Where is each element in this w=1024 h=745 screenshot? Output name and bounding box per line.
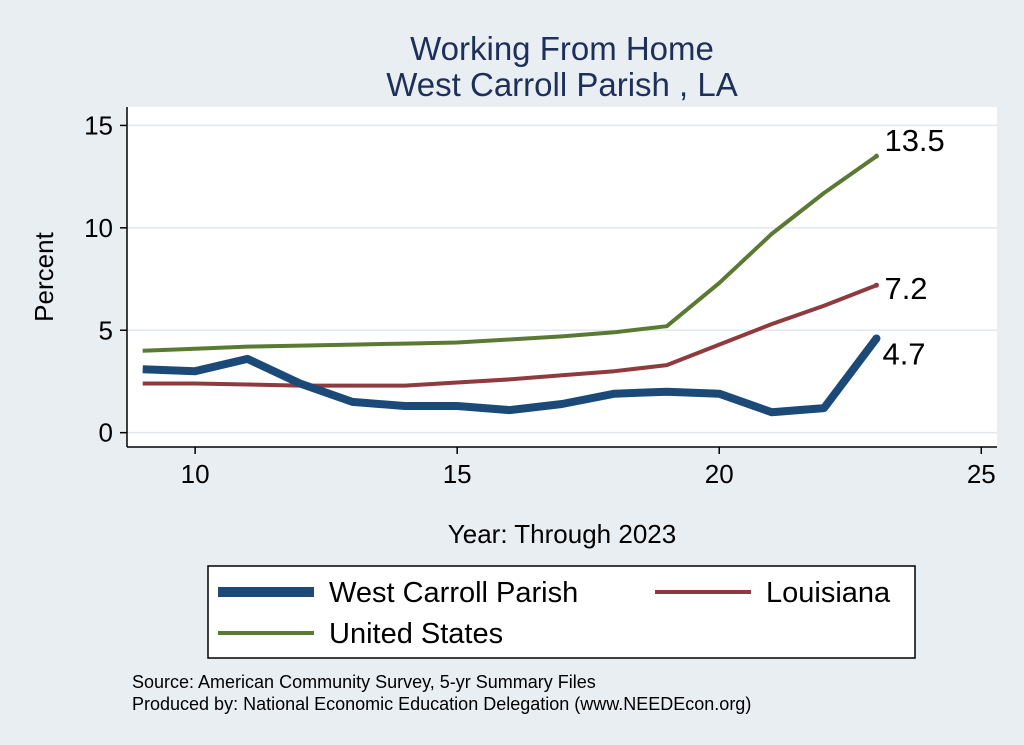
legend — [207, 565, 916, 659]
plot-area — [127, 107, 997, 447]
series-line-united-states — [142, 154, 878, 353]
end-label-west-carroll-parish: 4.7 — [882, 336, 925, 371]
x-tick-label: 15 — [443, 459, 472, 489]
series-end-point-west-carroll-parish — [872, 334, 881, 343]
end-label-united-states: 13.5 — [884, 123, 944, 158]
source-note: Source: American Community Survey, 5-yr … — [132, 672, 596, 692]
x-tick-label: 10 — [181, 459, 210, 489]
x-tick-label: 20 — [705, 459, 734, 489]
y-tick-label: 10 — [84, 213, 113, 243]
y-tick-label: 15 — [84, 110, 113, 140]
gridlines — [127, 124, 997, 434]
chart-title-line-1: Working From Home — [410, 30, 714, 67]
legend-label-united-states: United States — [329, 618, 503, 650]
x-axis-ticks: 10 15 20 25 — [181, 447, 996, 489]
producer-note: Produced by: National Economic Education… — [132, 694, 751, 714]
series-line-west-carroll-parish — [142, 335, 880, 417]
series-line-louisiana — [142, 283, 878, 388]
end-label-louisiana: 7.2 — [884, 271, 927, 306]
legend-label-west-carroll-parish: West Carroll Parish — [329, 577, 578, 609]
legend-entries: West Carroll Parish Louisiana United State… — [218, 577, 891, 650]
series-end-point-united-states — [873, 153, 879, 159]
y-axis-ticks: 0 5 10 15 — [84, 110, 127, 448]
series-lines — [142, 153, 881, 417]
x-tick-label: 25 — [967, 459, 996, 489]
chart-title-line-2: West Carroll Parish , LA — [386, 66, 738, 103]
x-axis-title: Year: Through 2023 — [448, 519, 676, 549]
y-axis-title: Percent — [29, 231, 59, 321]
y-tick-label: 5 — [99, 315, 113, 345]
end-labels: 13.5 7.2 4.7 — [882, 123, 944, 371]
legend-label-louisiana: Louisiana — [766, 577, 891, 609]
y-tick-label: 0 — [99, 418, 113, 448]
series-end-point-louisiana — [873, 282, 879, 288]
